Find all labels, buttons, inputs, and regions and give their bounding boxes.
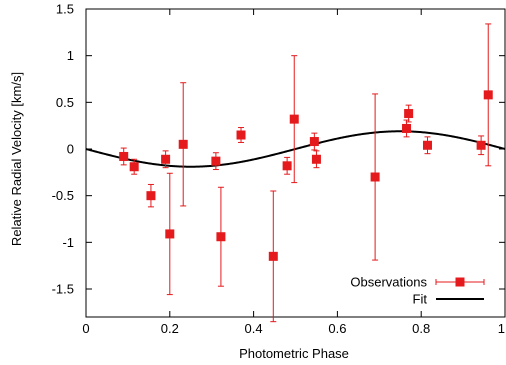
data-marker bbox=[268, 251, 278, 261]
observation-point bbox=[476, 135, 486, 156]
y-tick-label: -1 bbox=[62, 235, 74, 250]
data-marker bbox=[129, 162, 139, 172]
data-marker bbox=[165, 229, 175, 239]
y-tick-label: -1.5 bbox=[52, 282, 74, 297]
plot-layer: 0 0.2 0.4 0.6 0.8 1 -1.5 -1 -0.5 0 0.5 1 1.5 Observat… bbox=[52, 2, 506, 336]
y-tick-label: 0.5 bbox=[56, 95, 74, 110]
data-marker bbox=[422, 140, 432, 150]
y-tick-label: -0.5 bbox=[52, 188, 74, 203]
data-marker bbox=[236, 130, 246, 140]
data-marker bbox=[282, 161, 292, 171]
data-marker bbox=[146, 191, 156, 201]
observation-point bbox=[236, 127, 246, 143]
observation-point bbox=[289, 55, 299, 184]
x-tick-label: 0 bbox=[82, 321, 89, 336]
observation-point bbox=[268, 190, 278, 323]
y-tick-label: 1 bbox=[67, 48, 74, 63]
observation-point bbox=[211, 152, 221, 171]
plot-frame bbox=[85, 8, 506, 318]
data-marker bbox=[402, 123, 412, 133]
data-marker bbox=[289, 114, 299, 124]
data-marker bbox=[311, 154, 321, 164]
x-tick-label: 1 bbox=[498, 321, 505, 336]
observation-point bbox=[282, 156, 292, 175]
data-marker bbox=[119, 151, 129, 161]
observation-point bbox=[309, 132, 319, 151]
data-marker bbox=[178, 139, 188, 149]
data-marker bbox=[211, 156, 221, 166]
legend-label-fit: Fit bbox=[413, 292, 428, 307]
observation-point bbox=[119, 147, 129, 166]
observation-point bbox=[402, 119, 412, 138]
legend-label-observations: Observations bbox=[350, 275, 427, 290]
y-axis-title: Relative Radial Velocity [km/s] bbox=[9, 72, 24, 246]
y-tick-label: 0 bbox=[67, 142, 74, 157]
fit-curve bbox=[85, 130, 506, 168]
observation-point bbox=[422, 136, 432, 155]
x-axis-title: Photometric Phase bbox=[239, 346, 349, 361]
y-tick-label: 1.5 bbox=[56, 2, 74, 17]
data-marker bbox=[216, 232, 226, 242]
x-tick-label: 0.2 bbox=[161, 321, 179, 336]
data-marker bbox=[404, 109, 414, 119]
data-marker bbox=[476, 140, 486, 150]
observation-point bbox=[129, 158, 139, 175]
data-marker bbox=[309, 137, 319, 147]
observation-point bbox=[483, 23, 493, 167]
observation-point bbox=[404, 104, 414, 123]
x-tick-label: 0.8 bbox=[412, 321, 430, 336]
observation-point bbox=[165, 172, 175, 296]
observation-point bbox=[311, 150, 321, 169]
legend: Observations Fit bbox=[350, 275, 485, 307]
data-marker bbox=[483, 90, 493, 100]
x-tick-label: 0.6 bbox=[328, 321, 346, 336]
observation-point bbox=[161, 150, 171, 169]
x-tick-label: 0.4 bbox=[245, 321, 263, 336]
legend-marker bbox=[455, 277, 465, 287]
observation-point bbox=[370, 93, 380, 261]
observation-point bbox=[146, 183, 156, 208]
data-marker bbox=[370, 172, 380, 182]
observation-point bbox=[178, 82, 188, 207]
data-marker bbox=[161, 154, 171, 164]
observation-point bbox=[216, 186, 226, 287]
